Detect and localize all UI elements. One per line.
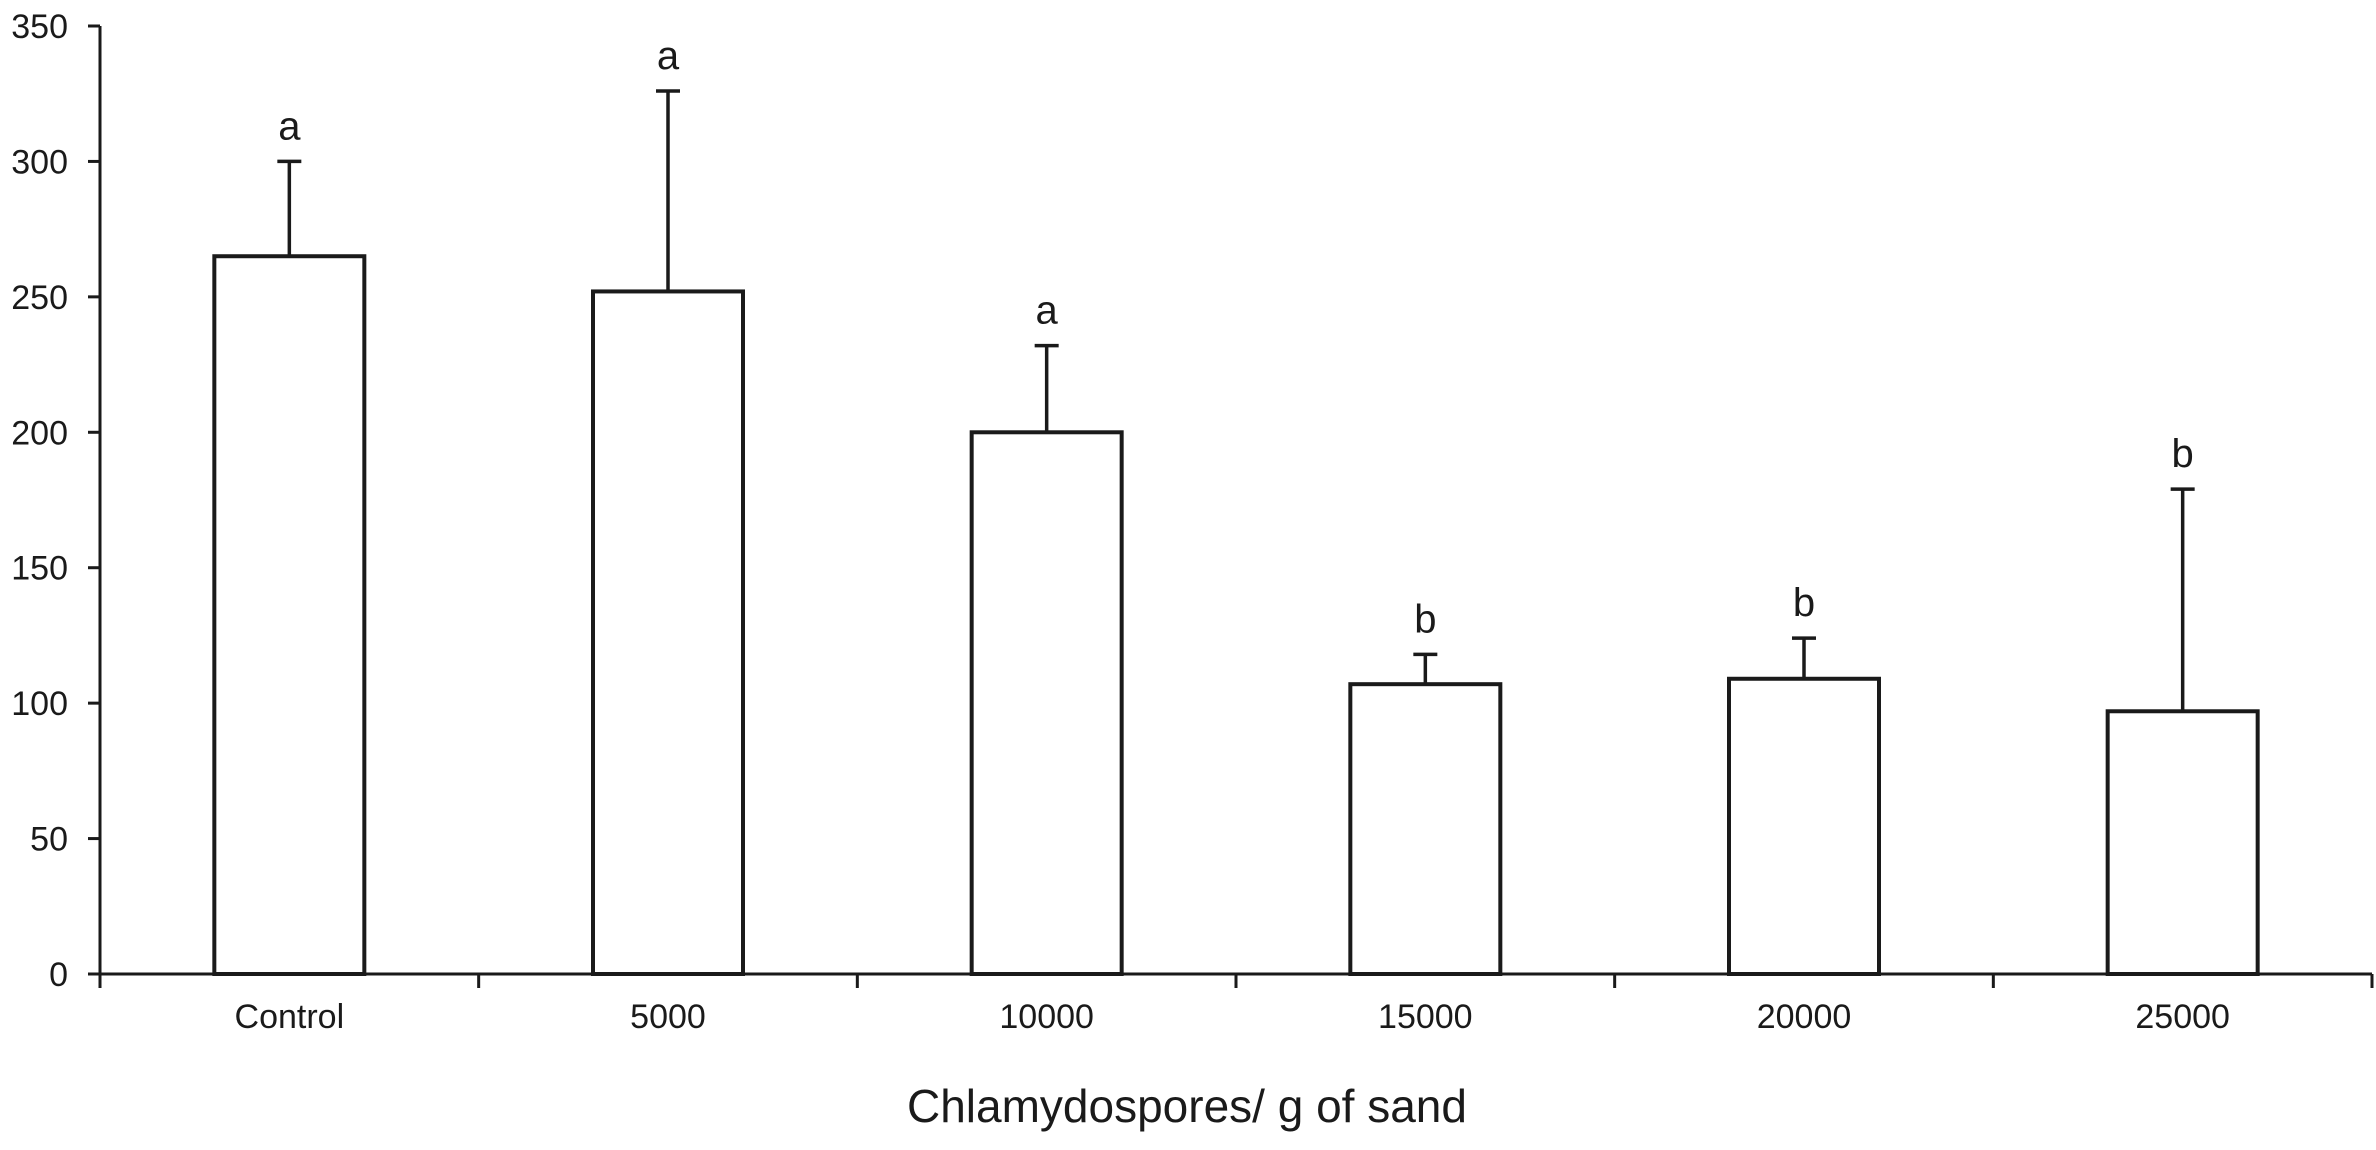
x-axis-title: Chlamydospores/ g of sand xyxy=(907,1080,1467,1132)
y-tick-label: 300 xyxy=(11,143,68,181)
x-axis: Control 5000 10000 15000 20000 25000 xyxy=(98,972,2374,1036)
bar xyxy=(969,430,1124,976)
x-tick-label: 5000 xyxy=(630,998,706,1036)
y-tick-label: 250 xyxy=(11,279,68,317)
bar xyxy=(2105,709,2260,976)
bars xyxy=(212,254,2260,976)
x-tick-label: 25000 xyxy=(2135,998,2230,1036)
y-axis: 0 50 100 150 200 250 300 350 xyxy=(11,8,102,994)
bar xyxy=(1727,676,1881,976)
error-bars xyxy=(277,89,2195,712)
significance-letter: b xyxy=(2172,432,2194,476)
bar xyxy=(591,289,745,976)
y-tick-label: 150 xyxy=(11,550,68,588)
bar xyxy=(1348,682,1503,976)
bar xyxy=(212,254,367,976)
x-tick-label: Control xyxy=(235,998,345,1036)
y-tick-label: 200 xyxy=(11,414,68,452)
significance-letter: a xyxy=(1036,289,1059,333)
significance-letter: a xyxy=(657,34,680,78)
x-tick-label: 20000 xyxy=(1757,998,1852,1036)
y-tick-label: 0 xyxy=(49,956,68,994)
y-tick-label: 100 xyxy=(11,685,68,723)
significance-letter: a xyxy=(278,104,301,148)
y-tick-label: 50 xyxy=(30,821,68,859)
significance-letter: b xyxy=(1793,581,1815,625)
significance-letter: b xyxy=(1414,597,1436,641)
y-tick-label: 350 xyxy=(11,8,68,46)
x-tick-label: 10000 xyxy=(999,998,1094,1036)
x-tick-label: 15000 xyxy=(1378,998,1473,1036)
significance-labels: a a a b b b xyxy=(278,34,2194,641)
